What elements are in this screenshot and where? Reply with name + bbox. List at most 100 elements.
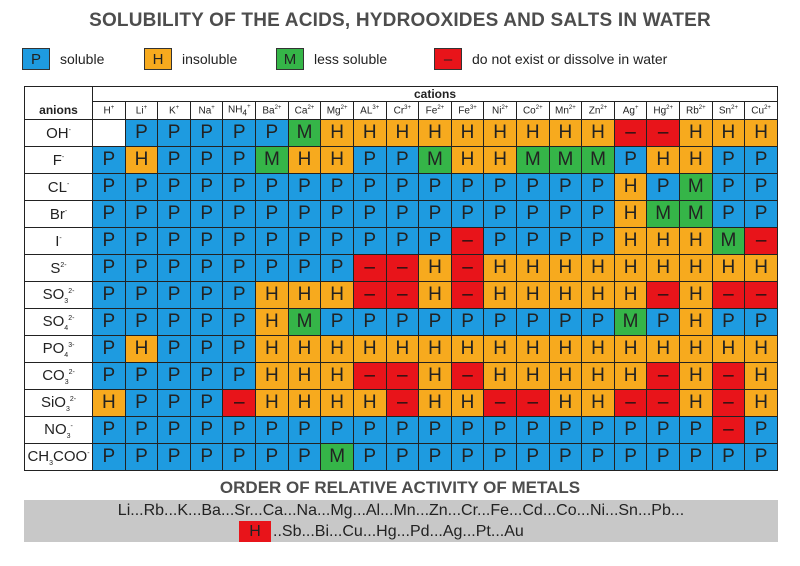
solubility-cell: P [189, 416, 224, 444]
solubility-cell: H [679, 335, 713, 363]
solubility-cell: P [320, 227, 354, 255]
solubility-cell: P [418, 443, 452, 471]
solubility-cell: P [157, 443, 191, 471]
solubility-cell: M [548, 146, 583, 174]
solubility-cell: H [320, 281, 354, 309]
solubility-cell: P [92, 227, 126, 255]
solubility-cell: P [287, 227, 322, 255]
solubility-cell: H [744, 335, 778, 363]
solubility-cell: – [613, 389, 648, 417]
solubility-cell: P [483, 443, 517, 471]
solubility-cell: P [679, 443, 713, 471]
solubility-cell: P [515, 308, 550, 336]
solubility-cell: – [450, 362, 485, 390]
page-title: SOLUBILITY OF THE ACIDS, HYDROOXIDES AND… [89, 10, 711, 31]
anion-label: SO32- [23, 281, 94, 309]
activity-series-line2: H ..Sb...Bi...Cu...Hg...Pd...Ag...Pt...A… [239, 521, 524, 542]
solubility-cell: H [613, 335, 648, 363]
solubility-cell: P [581, 416, 615, 444]
table-row: F- P H P P P M H H P P M H H M M M P H H P P [23, 146, 778, 174]
solubility-cell: P [222, 281, 257, 309]
solubility-cell: P [222, 254, 257, 282]
table-row: SO32- P P P P P H H H – – H – H H H H H – H – – [23, 281, 778, 309]
solubility-cell: H [320, 362, 354, 390]
cation-al-8: AL3+ [352, 101, 387, 120]
solubility-cell: – [352, 254, 387, 282]
anion-label: SiO32- [23, 389, 94, 417]
solubility-cell: P [515, 443, 550, 471]
solubility-cell: P [157, 308, 191, 336]
solubility-cell: H [255, 281, 289, 309]
solubility-cell: – [711, 281, 746, 309]
solubility-cell: – [711, 416, 746, 444]
table-row: CO32- P P P P P H H H – – H – H H H H H – H – H [23, 362, 778, 390]
solubility-cell: H [418, 362, 452, 390]
solubility-cell: – [450, 227, 485, 255]
solubility-cell: P [613, 443, 648, 471]
solubility-cell: – [744, 227, 778, 255]
solubility-cell: P [92, 335, 126, 363]
cation-hg-17: Hg2+ [646, 101, 680, 120]
solubility-cell: P [352, 146, 387, 174]
solubility-cell: P [157, 281, 191, 309]
solubility-cell: P [157, 335, 191, 363]
solubility-cell: H [124, 146, 159, 174]
solubility-cell: H [548, 119, 583, 147]
anion-label: PO43- [23, 335, 94, 363]
solubility-cell: P [157, 389, 191, 417]
cation-ca-6: Ca2+ [287, 101, 322, 120]
anion-label: CO32- [23, 362, 94, 390]
solubility-cell: P [320, 173, 354, 201]
solubility-cell: P [92, 173, 126, 201]
legend: P soluble H insoluble M less soluble – d… [22, 48, 782, 72]
cation-fe-10: Fe2+ [418, 101, 452, 120]
table-row: SO42- P P P P P H M P P P P P P P P P M P H P P [23, 308, 778, 336]
solubility-cell: P [515, 173, 550, 201]
cation-li-1: Li+ [124, 101, 159, 120]
anions-header: anions [23, 86, 94, 120]
solubility-cell: – [515, 389, 550, 417]
solubility-cell: P [222, 416, 257, 444]
solubility-cell: P [450, 173, 485, 201]
solubility-cell: P [483, 416, 517, 444]
solubility-cell: H [679, 254, 713, 282]
solubility-cell: H [320, 335, 354, 363]
solubility-cell: H [287, 146, 322, 174]
solubility-cell: H [548, 389, 583, 417]
cation-nh4-4: NH4+ [222, 101, 257, 120]
solubility-cell: P [92, 281, 126, 309]
solubility-cell: H [450, 389, 485, 417]
solubility-cell: P [189, 119, 224, 147]
solubility-cell: H [613, 227, 648, 255]
solubility-cell: H [548, 254, 583, 282]
solubility-cell: P [352, 227, 387, 255]
solubility-cell: H [124, 335, 159, 363]
solubility-cell: P [418, 173, 452, 201]
solubility-cell: P [385, 308, 420, 336]
solubility-cell: H [483, 362, 517, 390]
solubility-cell: P [385, 200, 420, 228]
anion-label: OH- [23, 119, 94, 147]
anion-label: SO42- [23, 308, 94, 336]
solubility-cell: P [613, 146, 648, 174]
solubility-cell: H [711, 254, 746, 282]
solubility-cell: P [255, 119, 289, 147]
solubility-cell: M [320, 443, 354, 471]
solubility-cell: H [385, 119, 420, 147]
solubility-cell: P [92, 200, 126, 228]
solubility-cell: P [157, 200, 191, 228]
solubility-cell: P [548, 308, 583, 336]
solubility-cell: P [222, 146, 257, 174]
legend-label-soluble: soluble [60, 51, 105, 67]
solubility-cell: H [613, 254, 648, 282]
solubility-cell: H [646, 146, 680, 174]
solubility-cell: H [711, 335, 746, 363]
solubility-cell: P [646, 308, 680, 336]
table-row: I- P P P P P P P P P P P – P P P P H H H M – [23, 227, 778, 255]
activity-series-box: Li...Rb...K...Ba...Sr...Ca...Na...Mg...A… [24, 500, 778, 542]
solubility-cell: P [385, 173, 420, 201]
solubility-cell: P [515, 416, 550, 444]
solubility-cell: H [483, 335, 517, 363]
solubility-cell: P [189, 227, 224, 255]
solubility-cell: H [679, 281, 713, 309]
